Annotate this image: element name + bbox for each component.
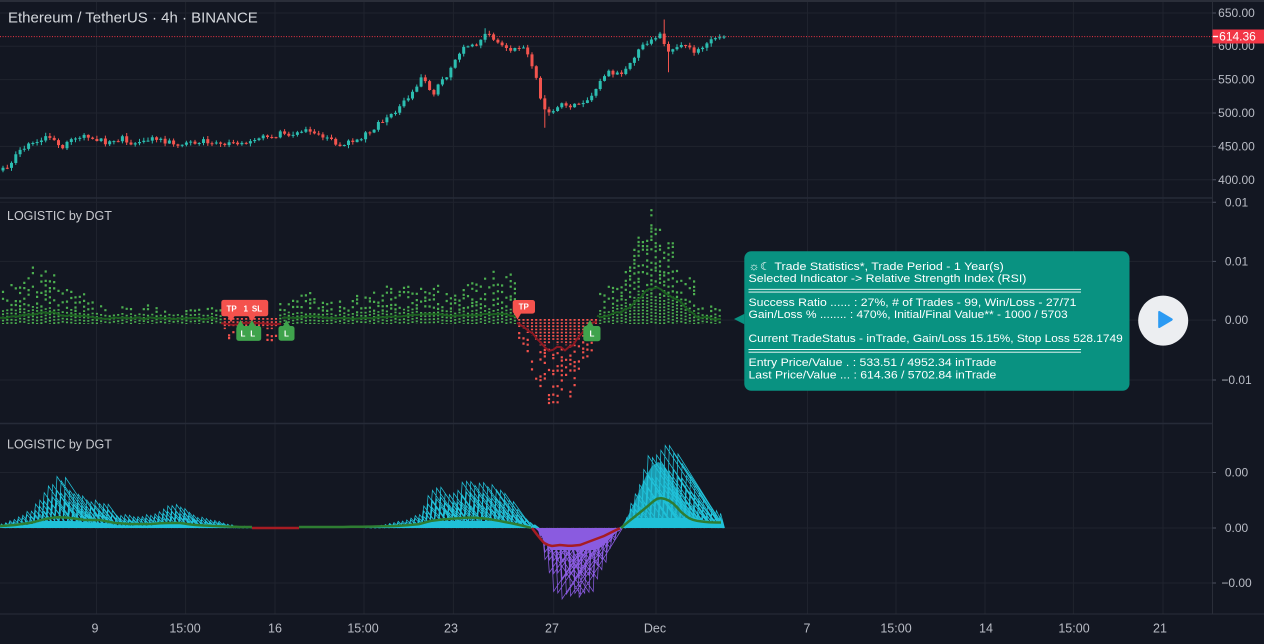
svg-text:15:00: 15:00	[347, 622, 378, 636]
svg-text:−0.00: −0.00	[1221, 576, 1252, 590]
svg-text:16: 16	[268, 622, 282, 636]
svg-text:Last Price/Value ... : 614.36: Last Price/Value ... : 614.36 / 5702.84 …	[749, 369, 997, 381]
svg-text:0.00: 0.00	[1225, 521, 1249, 535]
svg-text:Success Ratio ...... : 27%, #: Success Ratio ...... : 27%, # of Trades …	[749, 297, 1077, 309]
svg-text:TP: TP	[519, 303, 530, 312]
svg-text:9: 9	[92, 622, 99, 636]
svg-text:−0.01: −0.01	[1221, 373, 1252, 387]
svg-text:1: 1	[243, 305, 248, 314]
svg-text:0.01: 0.01	[1225, 195, 1249, 209]
svg-text:400.00: 400.00	[1218, 173, 1255, 187]
svg-text:L: L	[240, 330, 245, 339]
svg-text:Ethereum / TetherUS · 4h · BIN: Ethereum / TetherUS · 4h · BINANCE	[8, 10, 258, 27]
svg-text:Gain/Loss % ........ : 470%, I: Gain/Loss % ........ : 470%, Initial/Fin…	[749, 309, 1068, 321]
svg-text:650.00: 650.00	[1218, 6, 1255, 20]
svg-text:L: L	[284, 329, 289, 338]
svg-text:0.00: 0.00	[1225, 313, 1249, 327]
svg-text:21: 21	[1153, 622, 1167, 636]
svg-text:0.01: 0.01	[1225, 254, 1249, 268]
svg-text:Selected Indicator -> Relative: Selected Indicator -> Relative Strength …	[749, 273, 1027, 285]
svg-text:500.00: 500.00	[1218, 106, 1255, 120]
svg-text:Entry Price/Value . : 533.51 /: Entry Price/Value . : 533.51 / 4952.34 i…	[749, 357, 997, 369]
svg-text:L: L	[589, 330, 594, 339]
svg-text:0.00: 0.00	[1225, 466, 1249, 480]
svg-text:15:00: 15:00	[880, 622, 911, 636]
svg-text:27: 27	[545, 622, 559, 636]
svg-text:23: 23	[444, 622, 458, 636]
svg-text:15:00: 15:00	[169, 622, 200, 636]
svg-text:SL: SL	[252, 305, 262, 314]
svg-text:450.00: 450.00	[1218, 139, 1255, 153]
svg-text:14: 14	[979, 622, 993, 636]
svg-text:☼☾ Trade Statistics*, Trade Pe: ☼☾ Trade Statistics*, Trade Period - 1 Y…	[749, 261, 1004, 273]
svg-text:7: 7	[804, 622, 811, 636]
svg-text:Dec: Dec	[644, 622, 666, 636]
svg-text:LOGISTIC by DGT: LOGISTIC by DGT	[7, 209, 112, 223]
svg-text:LOGISTIC by DGT: LOGISTIC by DGT	[7, 438, 112, 452]
svg-text:614.36: 614.36	[1219, 30, 1256, 44]
svg-text:550.00: 550.00	[1218, 73, 1255, 87]
svg-text:L: L	[250, 330, 255, 339]
svg-text:Current TradeStatus - inTrade,: Current TradeStatus - inTrade, Gain/Loss…	[749, 333, 1123, 345]
svg-text:15:00: 15:00	[1058, 622, 1089, 636]
svg-text:TP: TP	[226, 305, 237, 314]
